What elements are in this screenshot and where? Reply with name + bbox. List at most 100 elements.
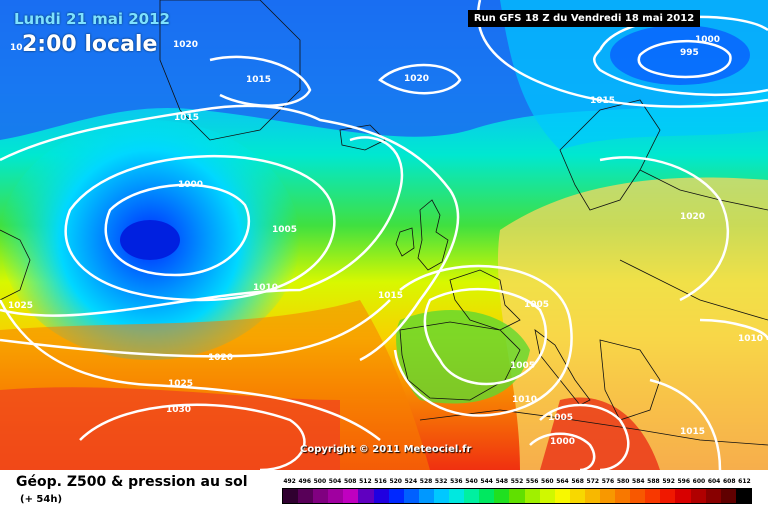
legend-swatch	[599, 489, 616, 503]
iberia-green-region	[396, 310, 530, 404]
isobar-1005-south	[539, 403, 630, 470]
legend-swatch	[675, 489, 691, 503]
isobar-label: 1010	[738, 334, 763, 344]
isobar-label: 1020	[208, 353, 233, 363]
isobar-label: 1005	[524, 300, 549, 310]
isobar-label: 1000	[550, 437, 575, 447]
isobar-1005-iberia	[423, 287, 548, 386]
legend-tick-label: 500	[313, 478, 327, 485]
isobar-1005-atlantic	[64, 154, 336, 302]
legend-swatch	[418, 489, 434, 503]
isobar-label: 1010	[512, 395, 537, 405]
legend-swatch	[615, 489, 631, 503]
legend-swatch	[313, 489, 329, 503]
legend-swatch	[464, 489, 480, 503]
isobar-1015-se	[649, 378, 722, 470]
legend-tick-label: 536	[450, 478, 463, 485]
russia-border	[619, 169, 768, 321]
isobar-label: 1025	[168, 379, 193, 389]
isobar-label: 1000	[695, 35, 720, 45]
legend-swatch	[343, 489, 359, 503]
legend-tick-labels: 492 496 500 504 508 512 516 520 524 528 532 536 540 5…	[282, 478, 752, 488]
legend-tick-label: 584	[632, 478, 645, 485]
legend-tick-label: 532	[434, 478, 448, 485]
legend-tick-label: 560	[541, 478, 554, 485]
isobar-label: 1020	[404, 74, 429, 84]
legend-tick-label: 580	[616, 478, 630, 485]
isobar-1030	[79, 403, 306, 470]
legend-swatch	[403, 489, 419, 503]
isobar-1025	[0, 299, 381, 441]
legend-swatch	[509, 489, 525, 503]
legend-swatch	[630, 489, 646, 503]
isobar-label: 1005	[510, 361, 535, 371]
isobar-label: 1015	[174, 113, 199, 123]
british-isles-coast	[417, 199, 449, 271]
isobar-label: 995	[680, 48, 699, 58]
isobar-1020-iceland	[378, 63, 462, 95]
isobar-label: 1015	[378, 291, 403, 301]
atlantic-low-core	[120, 220, 180, 260]
iceland-coast	[339, 124, 386, 151]
isobar-1000-atlantic	[104, 183, 251, 277]
legend-tick-label: 588	[647, 478, 660, 485]
isobar-label: 1015	[680, 427, 705, 437]
map-title: Géop. Z500 & pression au sol	[16, 474, 248, 490]
forecast-date: Lundi 21 mai 2012	[14, 10, 170, 28]
ireland-coast	[395, 227, 415, 257]
legend-tick-label: 508	[343, 478, 357, 485]
legend-swatch	[720, 489, 736, 503]
copyright-notice: Copyright © 2011 Meteociel.fr	[300, 444, 472, 455]
legend-tick-label: 504	[328, 478, 342, 485]
isobar-1020-east	[599, 156, 730, 302]
isobar-1015-greenland	[209, 55, 312, 107]
legend-swatch	[645, 489, 661, 503]
iberia-coast	[399, 321, 521, 401]
legend-tick-label: 604	[707, 478, 721, 485]
isobar-1015-north	[0, 104, 460, 362]
legend-tick-label: 576	[601, 478, 615, 485]
forecast-local-time: 2:00 locale	[22, 32, 158, 57]
legend-tick-label: 568	[571, 478, 584, 485]
legend-swatch	[584, 489, 600, 503]
isobar-1000-south	[529, 432, 596, 470]
north-africa-coast	[419, 409, 768, 446]
legend-tick-label: 512	[359, 478, 372, 485]
coastlines	[0, 0, 768, 446]
isobar-1010	[0, 136, 404, 317]
isobar-label: 1020	[680, 212, 705, 222]
isobars	[0, 0, 768, 470]
legend-swatch	[449, 489, 465, 503]
legend-swatch	[554, 489, 570, 503]
isobar-label: 1015	[246, 75, 271, 85]
legend-tick-label: 544	[480, 478, 493, 485]
isobar-label: 1020	[173, 40, 198, 50]
legend-tick-label: 524	[404, 478, 418, 485]
legend-tick-label: 564	[556, 478, 569, 485]
legend-swatch	[479, 489, 495, 503]
isobar-1015-ne	[476, 0, 768, 108]
legend-swatch	[705, 489, 721, 503]
legend-tick-label: 540	[465, 478, 478, 485]
legend-swatch	[433, 489, 450, 503]
color-legend	[282, 488, 752, 504]
isobar-label: 1010	[253, 283, 278, 293]
southwest-hot-region	[0, 387, 340, 470]
legend-swatch	[690, 489, 706, 503]
model-run-info: Run GFS 18 Z du Vendredi 18 mai 2012	[468, 10, 700, 27]
legend-tick-label: 572	[586, 478, 600, 485]
legend-tick-label: 492	[283, 478, 296, 485]
north-africa-red-region	[540, 397, 660, 470]
legend-swatch	[524, 489, 540, 503]
isobar-label: 1030	[166, 405, 191, 415]
isobar-995-ne	[637, 39, 732, 79]
isobar-1020	[0, 299, 391, 358]
legend-swatch	[358, 489, 374, 503]
isobar-label: 1005	[548, 413, 573, 423]
legend-swatch	[388, 489, 404, 503]
legend-tick-label: 528	[419, 478, 433, 485]
isobar-labels: 1020 1015 1020 1000 995 1015 1015 1000 1…	[8, 35, 763, 447]
legend-tick-label: 612	[738, 478, 751, 485]
legend-swatch	[298, 489, 314, 503]
legend-tick-label: 608	[722, 478, 736, 485]
